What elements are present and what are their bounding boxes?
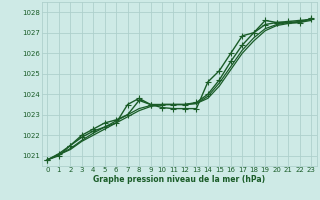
X-axis label: Graphe pression niveau de la mer (hPa): Graphe pression niveau de la mer (hPa): [93, 175, 265, 184]
